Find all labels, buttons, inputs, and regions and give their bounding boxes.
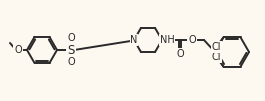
Text: O: O: [14, 45, 22, 55]
Text: O: O: [188, 35, 196, 45]
Text: O: O: [67, 57, 75, 67]
Text: O: O: [176, 49, 184, 59]
Text: S: S: [67, 44, 75, 56]
Text: N: N: [130, 35, 138, 45]
Text: Cl: Cl: [212, 52, 221, 62]
Text: O: O: [67, 33, 75, 43]
Text: Cl: Cl: [212, 42, 221, 52]
Text: NH: NH: [160, 35, 174, 45]
